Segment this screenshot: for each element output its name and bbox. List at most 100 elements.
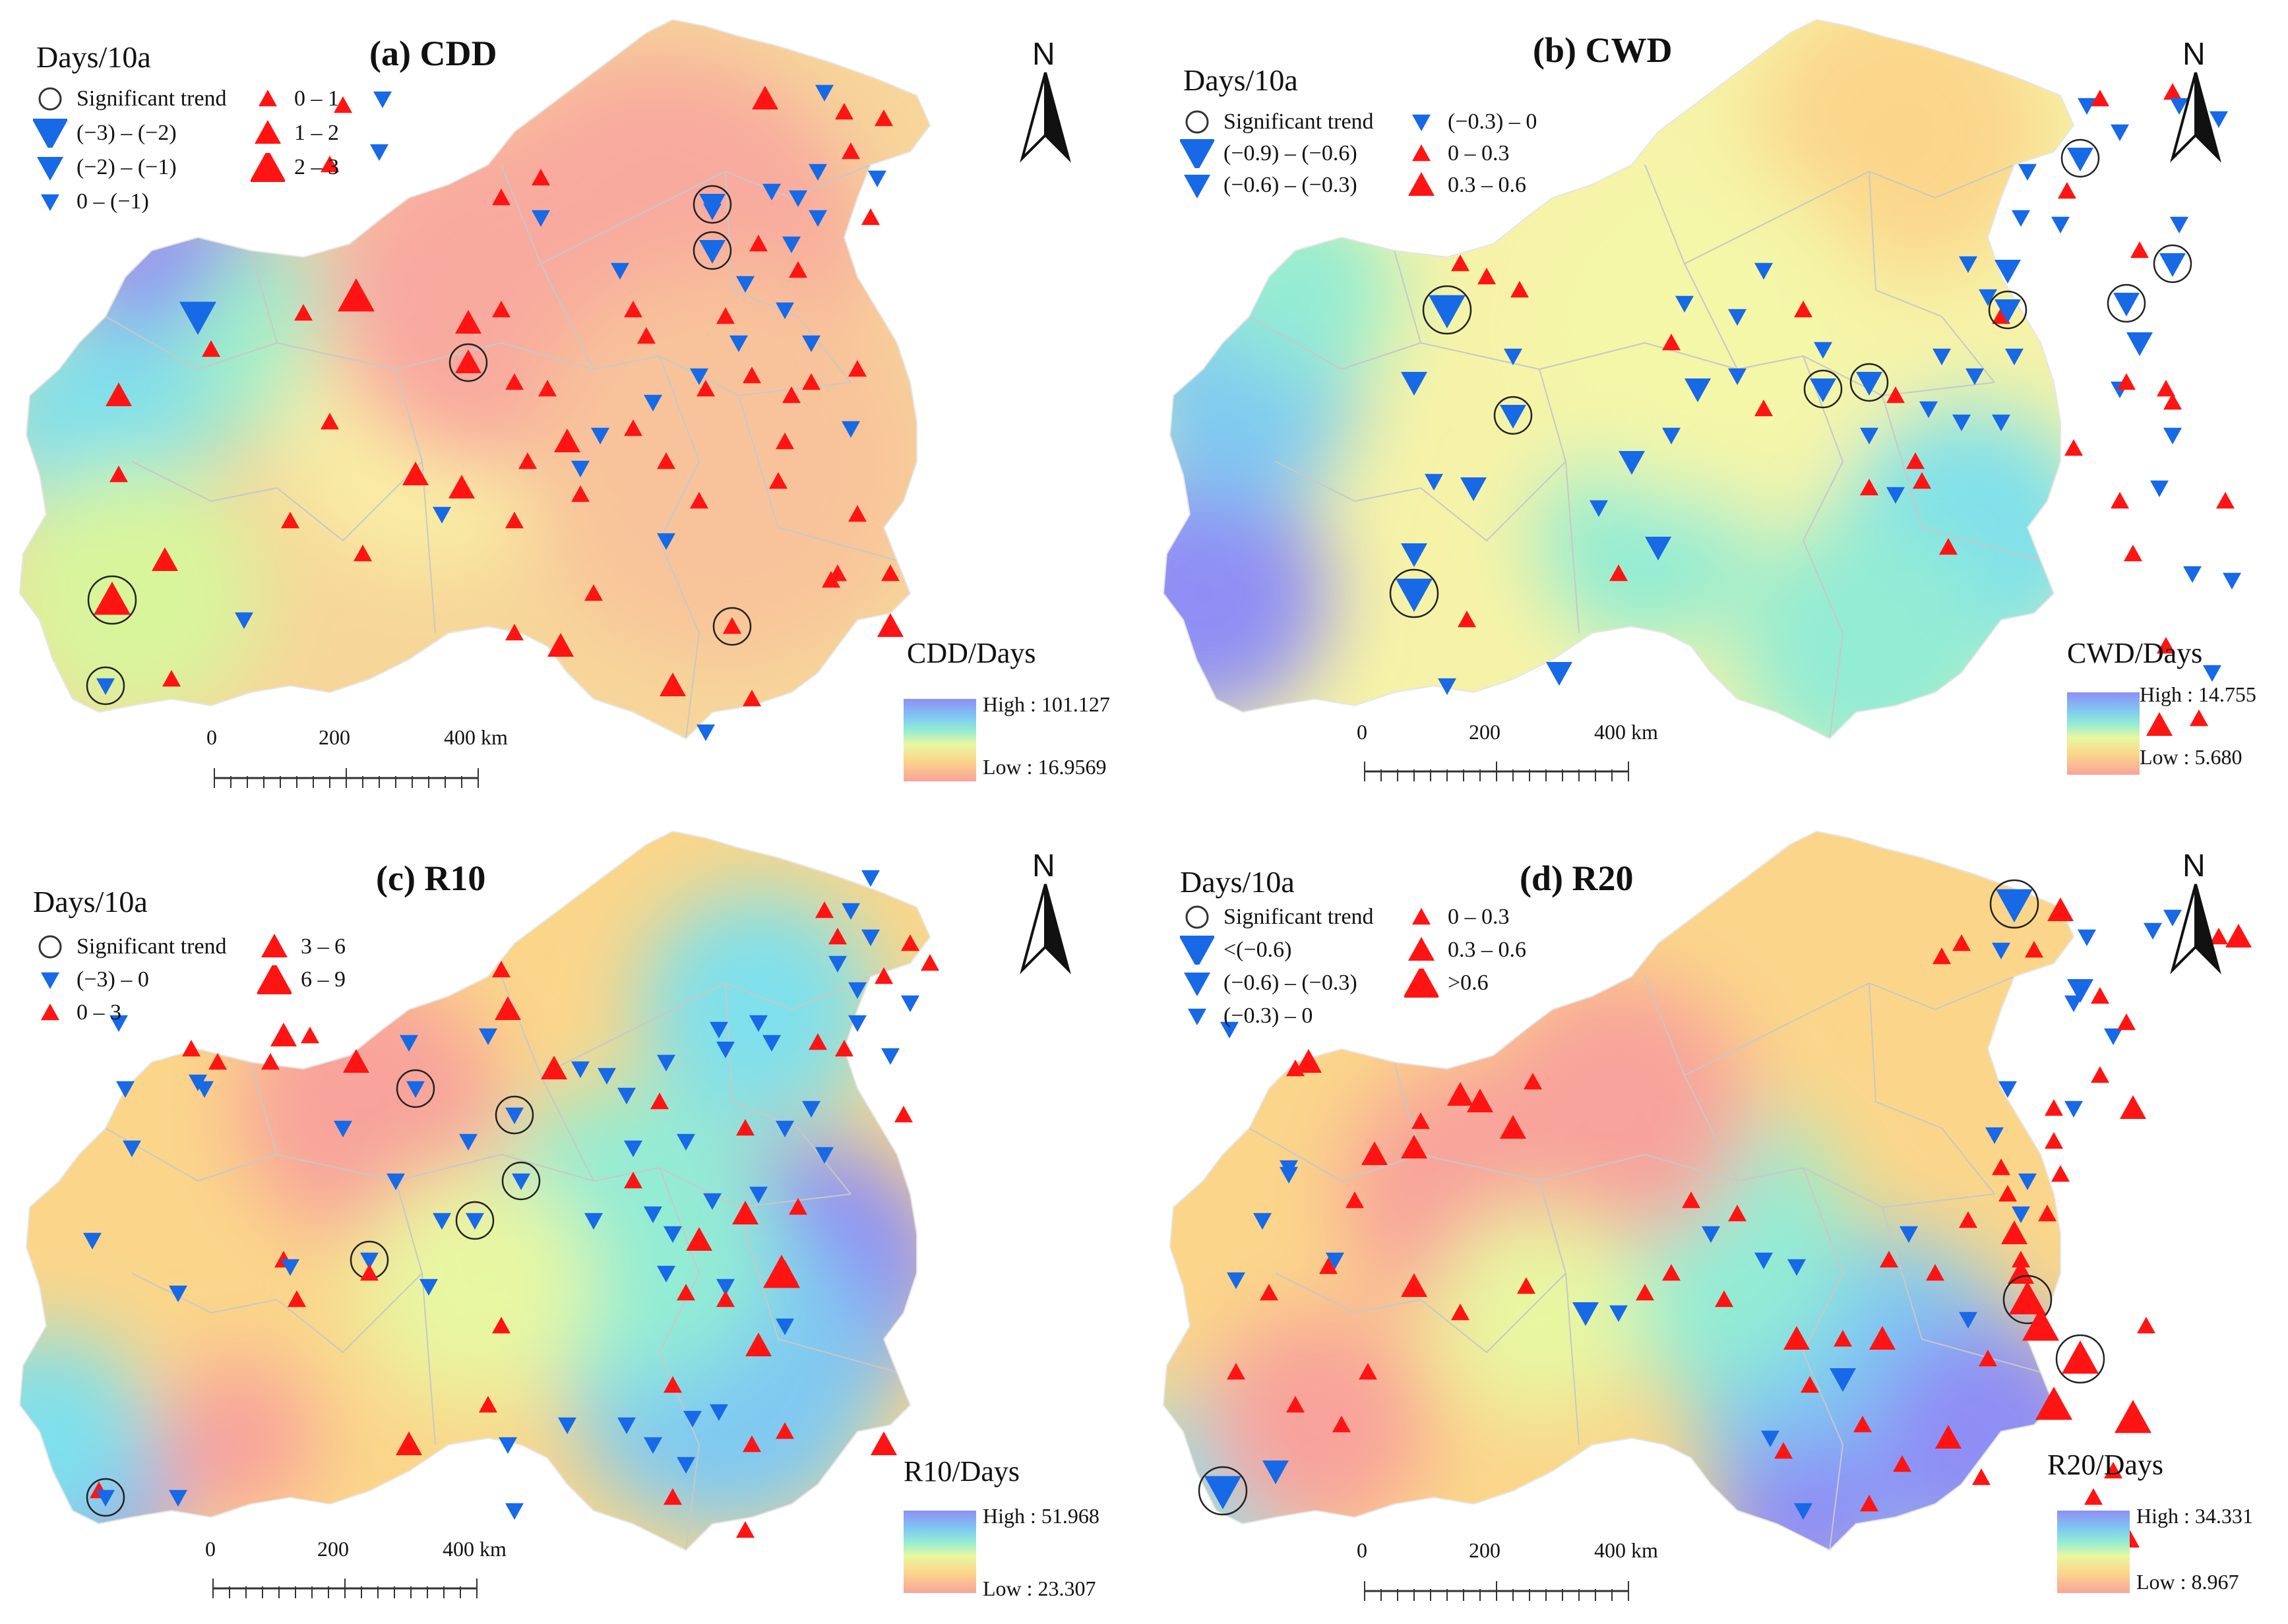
- station-marker: [743, 1435, 761, 1453]
- legend-label: 2 – 3: [294, 155, 339, 179]
- station-marker: [881, 1048, 900, 1065]
- legend-symbol: [257, 965, 292, 994]
- legend-symbol-icon: [1180, 936, 1214, 965]
- legend-symbol: [41, 1004, 59, 1021]
- station-marker: [301, 1027, 319, 1044]
- station-marker: [2012, 1251, 2030, 1268]
- station-marker: [1972, 1468, 1991, 1486]
- station-marker: [1572, 1302, 1599, 1326]
- station-marker: [868, 170, 886, 187]
- significant-ring: [455, 1201, 495, 1240]
- station-marker: [1609, 1305, 1628, 1322]
- station-marker: [1227, 1363, 1245, 1380]
- station-marker: [809, 210, 827, 227]
- station-marker: [875, 967, 893, 984]
- station-marker: [2157, 637, 2175, 654]
- legend-item: 1 – 2: [251, 119, 339, 148]
- significant-ring: [87, 575, 137, 625]
- station-marker: [2183, 566, 2202, 583]
- station-marker: [2104, 1462, 2122, 1479]
- heat-blob: [20, 462, 264, 725]
- station-marker: [657, 1265, 675, 1282]
- station-marker: [83, 1232, 102, 1249]
- station-marker: [842, 421, 860, 438]
- significant-ring: [1493, 396, 1533, 435]
- station-marker: [584, 1213, 603, 1230]
- legend-symbol: [1412, 144, 1431, 162]
- station-marker: [624, 419, 642, 436]
- station-marker: [1447, 1082, 1473, 1106]
- significant-ring: [396, 1069, 435, 1108]
- station-marker: [2025, 941, 2043, 958]
- panel-title: (c) R10: [376, 858, 486, 898]
- station-marker: [2058, 182, 2076, 199]
- station-marker: [505, 1107, 524, 1124]
- heat-blob: [1210, 198, 1394, 382]
- station-marker: [2018, 1173, 2037, 1190]
- station-marker: [1801, 1376, 1819, 1393]
- heat-blob: [1203, 1313, 1427, 1537]
- station-marker: [1227, 1272, 1245, 1289]
- station-marker: [2137, 1317, 2155, 1334]
- legend-label: 0 – 0.3: [1448, 905, 1510, 929]
- station-marker: [637, 327, 656, 344]
- scale-bar: [1364, 1581, 1629, 1601]
- panel-title: (d) R20: [1520, 858, 1634, 898]
- station-marker: [699, 240, 726, 264]
- station-marker: [2144, 922, 2162, 940]
- station-marker: [455, 310, 481, 334]
- scale-label-0: 0: [1357, 720, 1367, 744]
- legend-unit: Days/10a: [1183, 63, 1298, 97]
- station-marker: [1438, 678, 1456, 695]
- station-marker: [2064, 995, 2083, 1012]
- legend-symbol-icon: [1412, 114, 1431, 131]
- station-marker: [1361, 1141, 1388, 1165]
- legend-label: (−3) – 0: [77, 967, 149, 992]
- colorbar-title: R10/Days: [904, 1455, 1020, 1488]
- station-marker: [109, 1015, 128, 1032]
- station-marker: [532, 210, 550, 227]
- station-marker: [789, 190, 807, 207]
- station-marker: [1396, 578, 1433, 612]
- station-marker: [2111, 124, 2129, 141]
- station-marker: [703, 1193, 722, 1210]
- significant-ring: [2002, 1275, 2053, 1325]
- station-marker: [664, 1488, 682, 1505]
- stations: [83, 870, 939, 1538]
- station-marker: [1926, 1264, 1944, 1281]
- station-marker: [281, 1259, 299, 1276]
- station-marker: [901, 934, 919, 951]
- station-marker: [1996, 889, 2033, 922]
- station-marker: [479, 1396, 497, 1413]
- legend-label: Significant trend: [77, 934, 227, 959]
- legend-label: Significant trend: [1223, 109, 1374, 134]
- station-marker: [321, 156, 339, 173]
- map-cwd: [1162, 18, 2241, 740]
- colorbar: [2067, 692, 2140, 775]
- legend-item: >0.6: [1404, 969, 1489, 998]
- colorbar-high-label: High : 14.755: [2140, 682, 2256, 706]
- station-marker: [1754, 1252, 1773, 1269]
- station-marker: [512, 1173, 530, 1190]
- station-marker: [116, 1081, 135, 1098]
- station-marker: [281, 512, 299, 529]
- station-marker: [492, 301, 510, 318]
- significant-ring: [1198, 1466, 1248, 1516]
- station-marker: [479, 1028, 497, 1045]
- station-marker: [1814, 342, 1832, 359]
- boundary-line: [1249, 316, 1421, 370]
- station-marker: [1959, 1211, 1977, 1228]
- station-marker: [123, 1140, 141, 1157]
- legend-symbol-icon: [1408, 172, 1435, 196]
- station-marker: [1853, 1416, 1872, 1433]
- station-marker: [2190, 709, 2208, 727]
- panel-title: (a) CDD: [369, 34, 497, 73]
- station-marker: [2223, 572, 2241, 589]
- station-marker: [179, 301, 216, 335]
- station-marker: [2012, 1206, 2030, 1223]
- boundary-line: [1869, 982, 1995, 1195]
- boundary-line: [1275, 1273, 1566, 1353]
- station-marker: [1262, 1460, 1289, 1484]
- station-marker: [1886, 386, 1905, 404]
- legend-item: (−0.3) – 0: [1180, 1002, 1313, 1031]
